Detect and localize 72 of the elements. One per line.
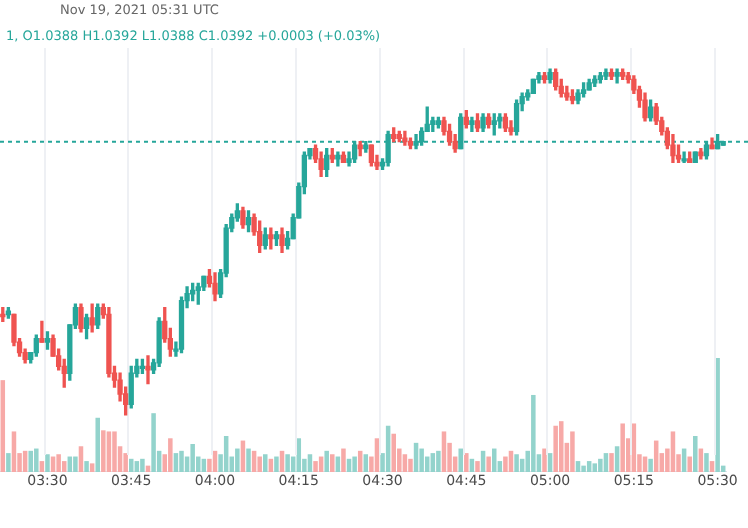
bar	[542, 448, 547, 472]
bar	[56, 454, 61, 472]
bar	[101, 430, 106, 472]
bar	[715, 358, 720, 472]
bar	[581, 465, 586, 472]
bar	[78, 446, 84, 472]
bar	[307, 454, 313, 472]
bar	[441, 431, 447, 472]
bar	[531, 394, 536, 472]
bar	[39, 461, 45, 472]
bar	[112, 431, 117, 472]
bar	[263, 454, 268, 472]
bar	[140, 458, 145, 472]
bar	[363, 454, 369, 472]
bar	[514, 454, 519, 472]
bar	[168, 438, 173, 472]
bar	[609, 453, 614, 472]
bar	[11, 431, 17, 472]
bar	[693, 436, 698, 472]
bar	[123, 453, 128, 472]
bar	[458, 448, 463, 472]
bar	[419, 448, 424, 472]
candlestick	[39, 320, 45, 343]
bar	[704, 453, 709, 472]
candlestick	[268, 227, 274, 250]
bar	[408, 458, 413, 472]
bar	[89, 463, 95, 472]
bar	[28, 450, 33, 472]
bar	[475, 461, 480, 472]
bar	[648, 458, 653, 472]
bar	[391, 433, 396, 472]
bar	[709, 461, 715, 472]
bar	[179, 450, 184, 472]
bar	[45, 454, 50, 472]
bar	[73, 456, 78, 472]
bar	[486, 456, 491, 472]
bar	[570, 431, 575, 472]
bar	[235, 448, 240, 472]
bar	[151, 413, 156, 472]
bar	[313, 461, 318, 472]
bar	[592, 463, 598, 472]
bar	[207, 458, 212, 472]
bar	[503, 456, 508, 472]
bar	[558, 421, 564, 472]
bar	[341, 448, 346, 472]
bar	[134, 461, 140, 472]
bar	[330, 454, 335, 472]
bar	[598, 458, 603, 472]
bar	[324, 450, 329, 472]
bar	[6, 453, 11, 472]
bar	[352, 456, 357, 472]
bar	[190, 443, 195, 472]
bar	[464, 453, 469, 472]
bar	[246, 448, 251, 472]
bar	[553, 425, 558, 472]
bar	[95, 417, 100, 472]
bar	[586, 461, 592, 472]
bar	[285, 454, 290, 472]
bar	[106, 431, 112, 472]
bar	[575, 461, 581, 472]
bar	[687, 456, 692, 472]
bar	[436, 450, 441, 472]
bar	[61, 461, 67, 472]
bar	[34, 448, 39, 472]
bar	[620, 423, 625, 472]
bar	[614, 446, 620, 472]
bar	[274, 456, 279, 472]
candlestick	[145, 355, 151, 385]
bar	[402, 454, 408, 472]
bar	[257, 456, 262, 472]
bar	[670, 431, 676, 472]
bar	[84, 461, 89, 472]
